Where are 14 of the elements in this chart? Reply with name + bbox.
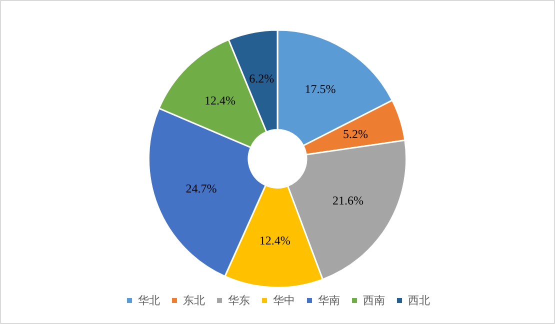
data-label: 24.7% xyxy=(186,182,217,196)
legend-label: 西南 xyxy=(363,294,385,307)
data-label: 21.6% xyxy=(332,193,364,208)
legend-label: 西北 xyxy=(408,294,430,307)
data-label: 17.5% xyxy=(304,82,336,96)
legend-label: 华北 xyxy=(138,294,160,307)
legend-label: 华中 xyxy=(273,294,295,307)
data-label: 12.4% xyxy=(259,234,290,248)
data-label: 12.4% xyxy=(204,94,236,108)
legend-label: 华南 xyxy=(318,294,340,307)
legend-label: 东北 xyxy=(183,294,205,307)
legend-label: 华东 xyxy=(228,294,250,307)
data-label: 6.2% xyxy=(249,71,274,86)
data-label: 5.2% xyxy=(343,126,368,141)
